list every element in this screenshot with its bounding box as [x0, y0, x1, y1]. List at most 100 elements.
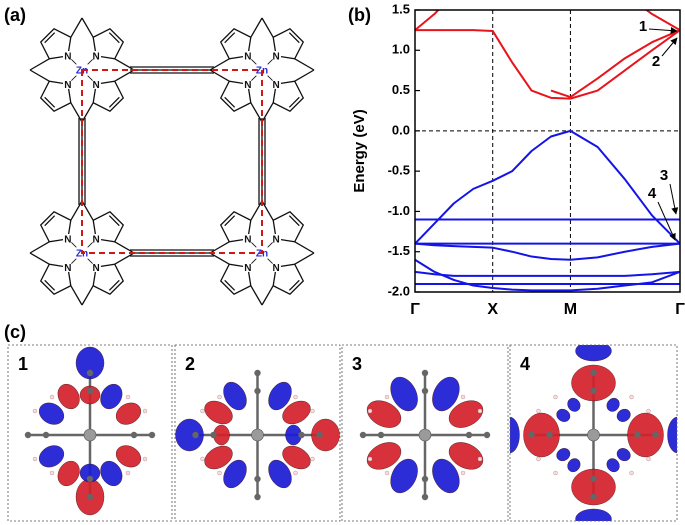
zn-n-bond	[70, 75, 77, 82]
meso-bond	[81, 17, 94, 38]
double-bond	[288, 32, 300, 44]
h-atom	[200, 408, 205, 414]
annotation-arrow	[661, 37, 678, 57]
n-bg	[91, 50, 102, 61]
n-label: N	[273, 234, 280, 245]
zn-n-bond	[267, 258, 274, 265]
panel-label: (a)	[4, 5, 26, 25]
atom	[590, 493, 597, 501]
orbital-lobe	[575, 345, 612, 362]
h-atom	[49, 394, 55, 400]
orbital-lobe	[390, 376, 418, 412]
orbital-lobes	[175, 381, 340, 489]
orbital-lobe	[510, 416, 520, 454]
orbital-lobe	[223, 381, 247, 411]
h-atom	[217, 470, 222, 476]
orbital-lobe	[616, 408, 631, 422]
h-atom	[536, 408, 541, 414]
h-atom	[553, 470, 558, 476]
n-label: N	[64, 263, 71, 274]
orbital-panel	[359, 369, 491, 501]
band-line	[415, 242, 680, 261]
orbital-lobe	[606, 397, 620, 412]
x-tick-label: M	[564, 301, 577, 318]
h-atom	[293, 470, 298, 476]
n-label: N	[64, 234, 71, 245]
y-tick-label: 0.5	[392, 82, 410, 97]
orbital-lobe	[282, 400, 311, 425]
h-atom	[384, 470, 390, 476]
band-line	[415, 10, 680, 32]
zn-n-bond	[70, 258, 77, 265]
n-label: N	[273, 51, 280, 62]
n-label: N	[273, 263, 280, 274]
orbital-lobe	[390, 458, 418, 494]
meso-bond	[261, 285, 274, 306]
n-label: N	[93, 234, 100, 245]
zn-atom	[83, 428, 97, 442]
atom	[528, 431, 535, 439]
atom	[590, 387, 597, 395]
h-atom	[460, 394, 466, 400]
pyrrole-ring	[272, 27, 305, 60]
orbital-lobe	[616, 448, 631, 462]
meso-bond	[114, 58, 135, 71]
plot-frame	[414, 9, 681, 293]
band-line	[415, 29, 680, 100]
n-bg	[62, 50, 73, 61]
n-label: N	[244, 51, 251, 62]
band-line	[415, 270, 680, 277]
atom	[86, 387, 94, 395]
n-bg	[242, 233, 253, 244]
orbital-box	[509, 344, 678, 522]
double-bond	[108, 279, 120, 291]
pyrrole-ring	[39, 263, 72, 296]
double-bond	[288, 279, 300, 291]
zn-n-bond	[70, 241, 77, 248]
h-atom	[460, 470, 466, 476]
zn-n-bond	[267, 58, 274, 65]
band-line	[415, 129, 680, 245]
double-bond	[44, 215, 56, 227]
pyrrole-ring	[92, 210, 125, 243]
zn-label: Zn	[76, 249, 88, 260]
orbital-lobe	[175, 418, 204, 452]
band-annotation: 2	[652, 53, 660, 70]
meso-bond	[250, 200, 263, 221]
pyrrole-ring	[219, 263, 252, 296]
meso-bond	[294, 69, 315, 82]
orbital-lobes	[366, 376, 484, 494]
h-atom	[142, 456, 148, 462]
h-atom	[125, 470, 131, 476]
orbital-lobe	[556, 408, 571, 422]
n-label: N	[244, 80, 251, 91]
meso-bond	[29, 69, 50, 82]
atom	[254, 475, 261, 483]
y-tick-label: -1.0	[388, 203, 410, 218]
meso-bond	[81, 200, 94, 221]
n-bg	[91, 262, 102, 273]
zn-n-bond	[250, 241, 257, 248]
orbital-lobe	[667, 416, 677, 454]
h-atom	[293, 394, 298, 400]
atom	[421, 475, 429, 483]
meso-bond	[250, 285, 263, 306]
panel-label: (c)	[4, 322, 26, 342]
annotation-arrow	[669, 183, 679, 215]
n-label: N	[93, 263, 100, 274]
zn-label: Zn	[256, 249, 268, 260]
zn-n-bond	[267, 241, 274, 248]
orbital-lobe	[432, 458, 460, 494]
orbital-panel	[24, 346, 156, 516]
orbital-lobe	[567, 397, 581, 412]
band-annotation: 1	[639, 18, 647, 35]
double-bond	[108, 215, 120, 227]
pyrrole-ring	[272, 210, 305, 243]
h-atom	[629, 470, 634, 476]
orbital-lobe	[115, 445, 142, 468]
orbital-lobe	[311, 418, 340, 452]
pyrrole-ring	[92, 27, 125, 60]
orbital-box	[7, 344, 173, 522]
y-tick-label: 0.0	[392, 122, 410, 137]
